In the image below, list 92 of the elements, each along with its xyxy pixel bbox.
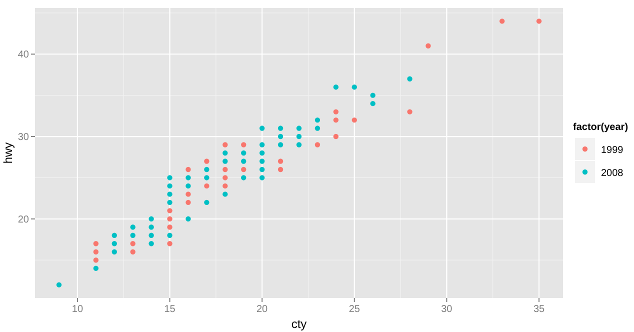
point bbox=[130, 224, 136, 230]
point bbox=[314, 142, 320, 148]
point bbox=[186, 183, 191, 189]
point bbox=[352, 117, 357, 123]
point bbox=[204, 166, 210, 172]
point bbox=[333, 117, 339, 123]
point bbox=[204, 158, 210, 164]
point bbox=[93, 266, 99, 271]
point bbox=[130, 232, 136, 238]
point bbox=[148, 232, 154, 238]
point bbox=[204, 183, 210, 189]
point bbox=[186, 166, 191, 172]
point bbox=[167, 224, 172, 230]
point bbox=[112, 249, 117, 254]
x-tick-label: 30 bbox=[441, 304, 453, 315]
point bbox=[241, 166, 246, 172]
point bbox=[222, 175, 228, 180]
point bbox=[167, 175, 172, 180]
point bbox=[167, 183, 172, 189]
legend-label: 2008 bbox=[601, 168, 624, 179]
point bbox=[56, 282, 62, 288]
point bbox=[112, 232, 117, 238]
point bbox=[222, 158, 228, 164]
point bbox=[167, 192, 172, 197]
point bbox=[222, 183, 228, 189]
point bbox=[259, 150, 265, 156]
point bbox=[278, 126, 284, 131]
point bbox=[93, 258, 99, 263]
point bbox=[167, 232, 172, 238]
y-tick-label: 20 bbox=[18, 214, 30, 226]
x-axis-title: cty bbox=[291, 317, 307, 331]
point bbox=[259, 126, 265, 131]
point bbox=[148, 241, 154, 246]
y-tick-label: 30 bbox=[18, 132, 30, 144]
point bbox=[296, 126, 302, 131]
x-tick-label: 35 bbox=[533, 304, 545, 315]
x-tick-label: 15 bbox=[164, 304, 176, 315]
point bbox=[278, 134, 284, 140]
point bbox=[222, 166, 228, 172]
point bbox=[167, 241, 172, 246]
point bbox=[222, 150, 228, 156]
point bbox=[278, 158, 284, 164]
point bbox=[204, 200, 210, 206]
point bbox=[241, 150, 246, 156]
point bbox=[130, 249, 136, 254]
point bbox=[370, 92, 376, 98]
point bbox=[314, 117, 320, 123]
point bbox=[93, 249, 99, 254]
point bbox=[241, 175, 246, 180]
x-tick-label: 20 bbox=[256, 304, 268, 315]
point bbox=[241, 142, 246, 148]
point bbox=[167, 216, 172, 222]
point bbox=[259, 166, 265, 172]
point bbox=[186, 192, 191, 197]
point bbox=[296, 142, 302, 148]
point bbox=[536, 18, 542, 24]
x-tick-label: 25 bbox=[348, 304, 360, 315]
point bbox=[186, 200, 191, 206]
point bbox=[426, 43, 431, 48]
point bbox=[186, 216, 191, 222]
point bbox=[148, 216, 154, 222]
x-tick-label: 10 bbox=[72, 304, 84, 315]
y-axis-title: hwy bbox=[1, 142, 15, 164]
point bbox=[93, 241, 99, 246]
point bbox=[241, 158, 246, 164]
point bbox=[130, 241, 136, 246]
point bbox=[333, 109, 339, 114]
point bbox=[204, 175, 210, 180]
point bbox=[370, 100, 376, 106]
point bbox=[499, 18, 505, 24]
point bbox=[222, 142, 228, 148]
point bbox=[333, 84, 339, 90]
point bbox=[278, 142, 284, 148]
point bbox=[407, 109, 412, 114]
point bbox=[407, 76, 412, 82]
point bbox=[259, 158, 265, 164]
point bbox=[112, 241, 117, 246]
y-tick-label: 40 bbox=[18, 50, 30, 61]
legend-title: factor(year) bbox=[573, 122, 628, 133]
point bbox=[148, 224, 154, 230]
point bbox=[259, 142, 265, 148]
point bbox=[167, 208, 172, 214]
point bbox=[296, 134, 302, 140]
point bbox=[186, 175, 191, 180]
point bbox=[222, 192, 228, 197]
point bbox=[352, 84, 357, 90]
point bbox=[278, 166, 284, 172]
point bbox=[333, 134, 339, 140]
point bbox=[259, 175, 265, 180]
point bbox=[314, 126, 320, 131]
legend-label: 1999 bbox=[601, 145, 624, 156]
point bbox=[167, 200, 172, 206]
